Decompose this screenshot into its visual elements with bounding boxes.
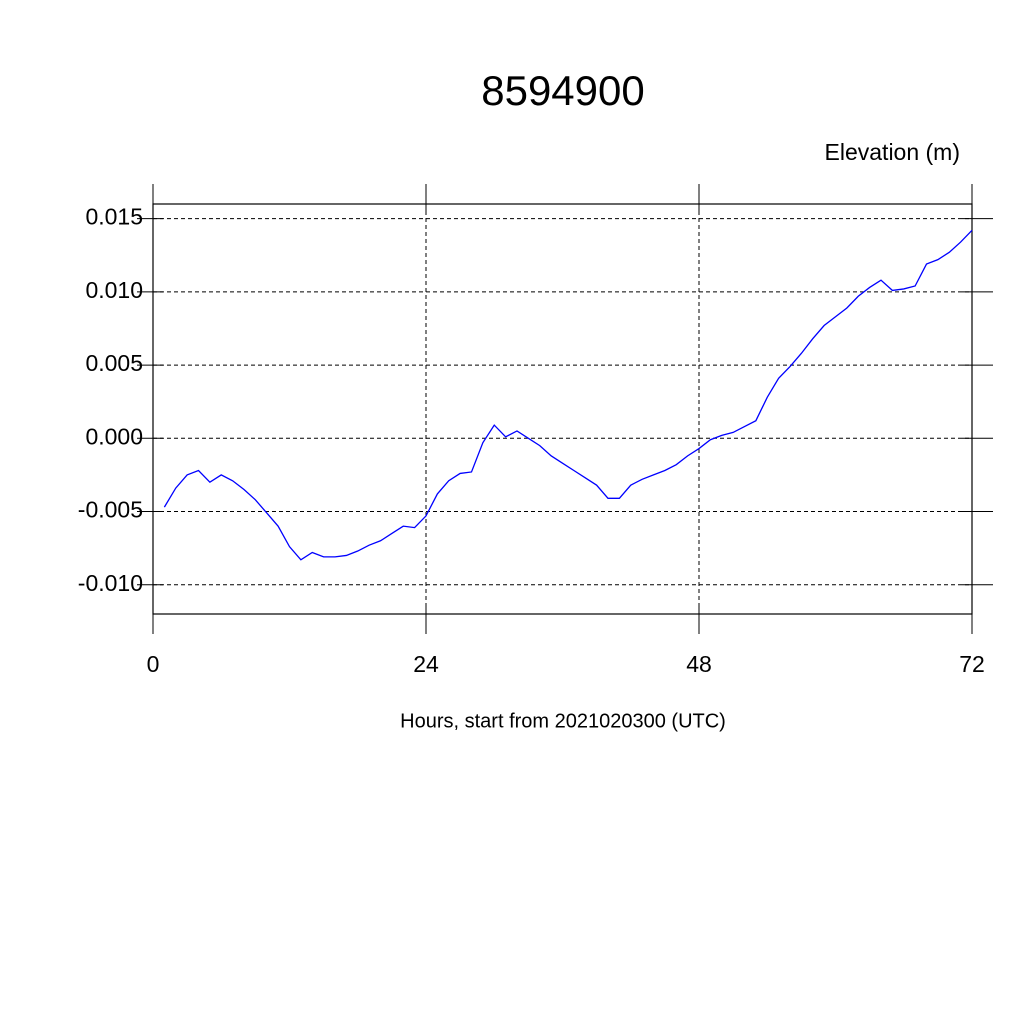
y-tick-label: 0.000: [85, 423, 143, 449]
y-tick-label: -0.010: [78, 570, 143, 596]
chart-title: 8594900: [481, 67, 645, 114]
x-axis-label: Hours, start from 2021020300 (UTC): [400, 710, 726, 732]
y-tick-label: 0.010: [85, 277, 143, 303]
plot-frame: [152, 203, 973, 615]
y-tick-label: -0.005: [78, 497, 143, 523]
y-axis-label: Elevation (m): [825, 139, 960, 165]
data-line: [163, 229, 973, 561]
x-tick-label: 48: [686, 651, 712, 677]
x-tick-label: 24: [413, 651, 439, 677]
y-tick-label: 0.005: [85, 350, 143, 376]
y-tick-label: 0.015: [85, 204, 143, 230]
x-tick-label: 72: [959, 651, 985, 677]
x-tick-label: 0: [147, 651, 160, 677]
